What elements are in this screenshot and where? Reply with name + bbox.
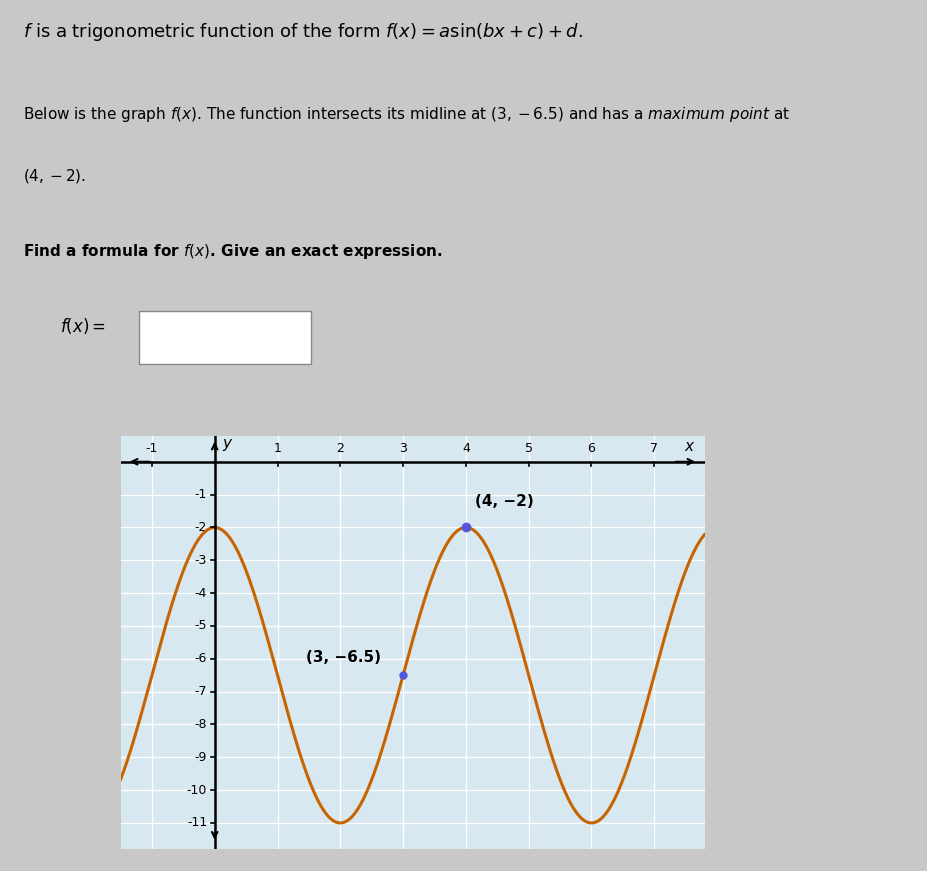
Text: 1: 1: [273, 442, 282, 455]
Text: (3, −6.5): (3, −6.5): [306, 651, 381, 665]
Text: -1: -1: [195, 488, 207, 501]
FancyBboxPatch shape: [139, 312, 311, 364]
Text: 6: 6: [588, 442, 595, 455]
Text: -11: -11: [187, 816, 207, 829]
Text: -7: -7: [195, 685, 207, 699]
Text: -10: -10: [187, 784, 207, 797]
Text: $\it{f}$ is a trigonometric function of the form $f(x)=a\sin(bx+c)+d.$: $\it{f}$ is a trigonometric function of …: [23, 21, 583, 43]
Text: Find a formula for $f(x)$. Give an exact expression.: Find a formula for $f(x)$. Give an exact…: [23, 242, 443, 261]
Text: -3: -3: [195, 554, 207, 567]
Text: 3: 3: [400, 442, 407, 455]
Text: -2: -2: [195, 521, 207, 534]
Text: -4: -4: [195, 586, 207, 599]
Text: 7: 7: [650, 442, 658, 455]
Text: -9: -9: [195, 751, 207, 764]
Text: -6: -6: [195, 652, 207, 665]
Text: $x$: $x$: [683, 439, 695, 454]
Text: -5: -5: [195, 619, 207, 632]
Text: 5: 5: [525, 442, 533, 455]
Text: $y$: $y$: [222, 437, 234, 453]
Text: 2: 2: [337, 442, 344, 455]
Text: 4: 4: [462, 442, 470, 455]
Text: $(4,-2)$.: $(4,-2)$.: [23, 167, 86, 186]
Text: (4, −2): (4, −2): [476, 495, 534, 510]
Text: Below is the graph $f(x)$. The function intersects its midline at $(3,-6.5)$ and: Below is the graph $f(x)$. The function …: [23, 105, 790, 124]
Text: -8: -8: [195, 718, 207, 731]
Text: -1: -1: [146, 442, 159, 455]
Text: $f(x) =$: $f(x) =$: [60, 316, 107, 336]
